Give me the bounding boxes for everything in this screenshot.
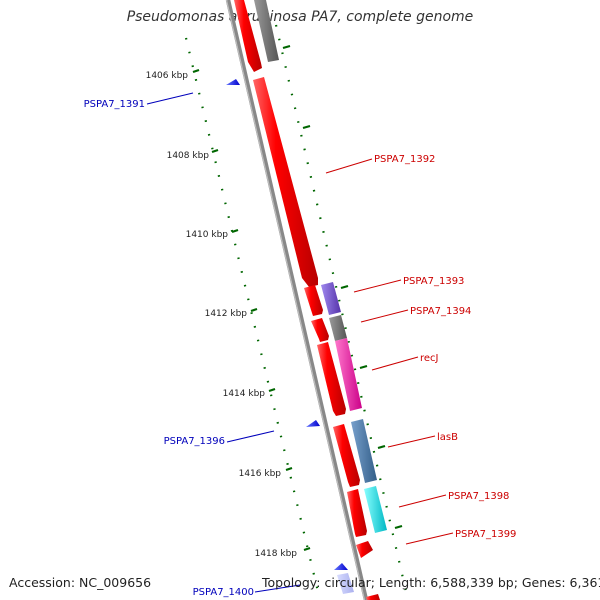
feature-reverse-pspa7-1391[interactable] bbox=[226, 79, 240, 85]
callout-pspa7-1393 bbox=[353, 279, 402, 293]
gene-label-pspa7-1392[interactable]: PSPA7_1392 bbox=[374, 154, 435, 165]
callout-pspa7-1398 bbox=[398, 494, 447, 508]
callout-pspa7-1400 bbox=[254, 584, 301, 593]
cds-arrow-top[interactable] bbox=[234, 0, 262, 72]
cds-arrow-pspa7-1392[interactable] bbox=[253, 77, 318, 287]
gene-label-pspa7-1396[interactable]: PSPA7_1396 bbox=[164, 436, 225, 447]
genome-backbone-highlight bbox=[225, 0, 366, 600]
feature-track-secondary bbox=[254, 0, 387, 533]
tick-mark-1412 bbox=[250, 307, 258, 313]
cds-arrow-recj[interactable] bbox=[317, 342, 346, 416]
callout-pspa7-1392 bbox=[325, 158, 373, 174]
tick-label-1416: 1416 kbp bbox=[239, 469, 282, 479]
feature-gray-top[interactable] bbox=[254, 0, 279, 62]
kbp-ticks: 1406 kbp 1408 kbp 1410 kbp 1412 kbp 1414… bbox=[146, 68, 311, 559]
cds-track-forward bbox=[234, 0, 380, 600]
tick-label-1406: 1406 kbp bbox=[146, 71, 189, 81]
feature-reverse-pspa7-1400-head[interactable] bbox=[334, 563, 348, 570]
topology-text: Topology: circular; Length: 6,588,339 bp… bbox=[262, 575, 600, 590]
feature-steel-lasb[interactable] bbox=[351, 419, 377, 483]
tick-ring-inner bbox=[274, 24, 410, 600]
callout-pspa7-1391 bbox=[146, 92, 194, 105]
feature-magenta-recj[interactable] bbox=[335, 338, 362, 411]
tick-mark-1410 bbox=[231, 228, 239, 234]
feature-reverse-pspa7-1396[interactable] bbox=[306, 420, 320, 427]
gene-label-pspa7-1398[interactable]: PSPA7_1398 bbox=[448, 491, 509, 502]
gene-label-pspa7-1393[interactable]: PSPA7_1393 bbox=[403, 276, 464, 287]
feature-purple-pspa7-1393[interactable] bbox=[321, 282, 341, 315]
cds-arrow-pspa7-1398[interactable] bbox=[347, 489, 367, 537]
gene-label-pspa7-1391[interactable]: PSPA7_1391 bbox=[84, 99, 145, 110]
cds-arrow-pspa7-1393[interactable] bbox=[304, 285, 323, 316]
gene-label-recj[interactable]: recJ bbox=[420, 353, 439, 364]
reverse-features bbox=[226, 79, 354, 594]
cds-arrow-pspa7-1399[interactable] bbox=[356, 541, 373, 558]
callout-lasb bbox=[387, 435, 436, 448]
cds-arrow-bottom[interactable] bbox=[366, 594, 380, 600]
callouts bbox=[146, 92, 454, 593]
callout-pspa7-1396 bbox=[226, 430, 275, 443]
feature-cyan-pspa7-1398[interactable] bbox=[364, 486, 387, 533]
cds-arrow-lasb[interactable] bbox=[333, 424, 360, 487]
inner-ring-marks bbox=[282, 44, 403, 530]
callout-pspa7-1394 bbox=[360, 309, 409, 323]
callout-pspa7-1399 bbox=[405, 532, 454, 545]
tick-label-1410: 1410 kbp bbox=[186, 230, 229, 240]
tick-label-1418: 1418 kbp bbox=[255, 549, 298, 559]
feature-gray-pspa7-1394[interactable] bbox=[329, 315, 347, 341]
cds-arrow-pspa7-1394[interactable] bbox=[311, 318, 329, 342]
gene-labels: PSPA7_1391 PSPA7_1392 PSPA7_1393 PSPA7_1… bbox=[84, 99, 517, 598]
tick-mark-1416 bbox=[285, 466, 293, 472]
tick-mark-1408 bbox=[211, 148, 219, 154]
accession-text: Accession: NC_009656 bbox=[9, 575, 152, 590]
gene-label-lasb[interactable]: lasB bbox=[437, 432, 458, 443]
map-title: Pseudomonas aeruginosa PA7, complete gen… bbox=[126, 9, 474, 25]
gene-label-pspa7-1399[interactable]: PSPA7_1399 bbox=[455, 529, 516, 540]
feature-reverse-pspa7-1400[interactable] bbox=[337, 573, 354, 594]
callout-recj bbox=[371, 356, 419, 371]
gene-label-pspa7-1400[interactable]: PSPA7_1400 bbox=[193, 587, 254, 598]
tick-mark-1406 bbox=[192, 68, 200, 74]
tick-label-1412: 1412 kbp bbox=[205, 309, 248, 319]
tick-label-1414: 1414 kbp bbox=[223, 389, 266, 399]
tick-label-1408: 1408 kbp bbox=[167, 151, 210, 161]
tick-mark-1418 bbox=[303, 546, 311, 552]
tick-mark-1414 bbox=[268, 387, 276, 393]
gene-label-pspa7-1394[interactable]: PSPA7_1394 bbox=[410, 306, 471, 317]
genome-backbone bbox=[225, 0, 369, 600]
